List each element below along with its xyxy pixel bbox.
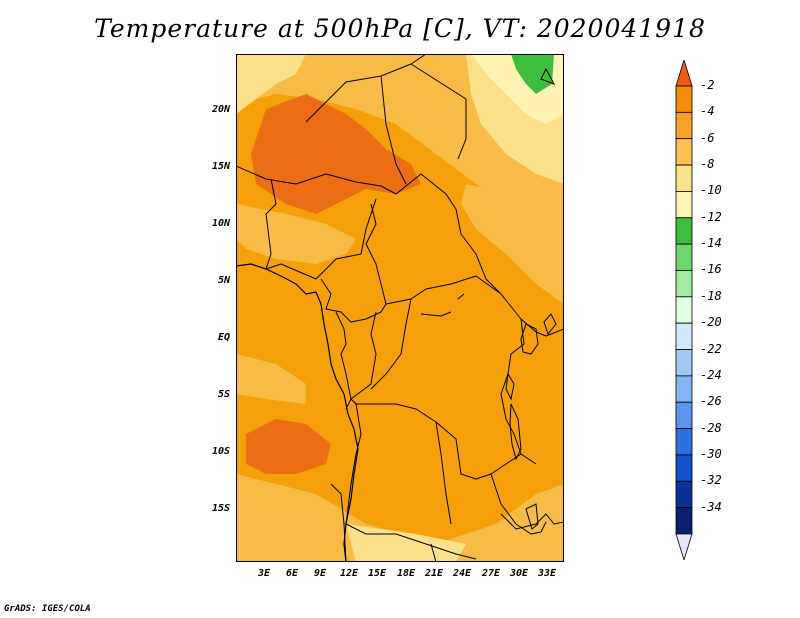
lat-tick-label: 15N <box>211 161 230 172</box>
lat-tick-label: 10N <box>211 218 230 229</box>
colorbar-tick-label: -4 <box>700 104 715 119</box>
lon-tick-label: 27E <box>481 568 501 579</box>
lat-tick-label: 5S <box>217 389 230 400</box>
lat-tick-label: EQ <box>217 332 230 343</box>
colorbar-tick-label: -34 <box>700 499 722 514</box>
map-frame <box>236 54 564 562</box>
colorbar-tick-label: -18 <box>700 288 722 303</box>
lat-tick-label: 5N <box>217 275 230 286</box>
colorbar-tick-label: -24 <box>700 367 722 382</box>
colorbar-tick-label: -12 <box>700 209 722 224</box>
coastline <box>236 263 359 562</box>
colorbar-box <box>675 270 693 298</box>
colorbar-tick-label: -16 <box>700 262 722 277</box>
colorbar-top-triangle <box>675 60 693 87</box>
colorbar-box <box>675 480 693 509</box>
colorbar-box <box>675 111 693 140</box>
field-ne-green <box>511 54 554 94</box>
credit-text: GrADS: IGES/COLA <box>4 604 91 614</box>
colorbar-box <box>675 375 693 403</box>
colorbar-tick-label: -20 <box>700 315 722 330</box>
lon-tick-label: 15E <box>367 568 387 579</box>
colorbar-box <box>675 296 693 324</box>
lon-tick-label: 9E <box>313 568 327 579</box>
colorbar-box <box>675 217 693 245</box>
colorbar-box <box>675 164 693 192</box>
lat-tick-label: 20N <box>211 104 230 115</box>
colorbar-box <box>675 243 693 271</box>
lat-tick-label: 10S <box>211 446 230 457</box>
lakes <box>420 67 557 530</box>
field-east-light <box>461 184 564 304</box>
colorbar-tick-label: -30 <box>700 446 722 461</box>
colorbar-box <box>675 138 693 166</box>
colorbar-tick-label: -2 <box>700 78 715 92</box>
lon-tick-label: 12E <box>339 568 359 579</box>
field-sw-light <box>236 354 306 404</box>
lon-tick-label: 21E <box>424 568 444 579</box>
colorbar-box <box>675 401 693 429</box>
lat-tick-label: 15S <box>211 503 230 514</box>
lon-tick-label: 3E <box>257 568 271 579</box>
colorbar-box <box>675 191 693 219</box>
lon-tick-label: 33E <box>537 568 557 579</box>
temperature-map <box>236 54 564 562</box>
colorbar-tick-label: -28 <box>700 420 722 435</box>
field-south-light <box>236 474 564 562</box>
colorbar-box <box>675 85 693 113</box>
colorbar-box <box>675 322 693 350</box>
lon-tick-label: 18E <box>396 568 416 579</box>
colorbar-box <box>675 507 693 535</box>
lon-tick-label: 24E <box>452 568 472 579</box>
colorbar-tick-label: -6 <box>700 130 715 145</box>
colorbar-tick-label: -22 <box>700 341 722 356</box>
field-north-pale <box>236 54 306 114</box>
colorbar-bottom-triangle <box>675 533 693 560</box>
colorbar-box <box>675 454 693 482</box>
colorbar <box>675 60 693 560</box>
colorbar-box <box>675 428 693 456</box>
colorbar-tick-label: -32 <box>700 473 722 488</box>
lon-tick-label: 6E <box>285 568 299 579</box>
chart-title: Temperature at 500hPa [C], VT: 202004191… <box>94 14 706 43</box>
field-warm-core-south <box>246 419 331 474</box>
field-sahel-light <box>236 204 356 264</box>
colorbar-box <box>675 349 693 377</box>
colorbar-tick-label: -14 <box>700 236 722 251</box>
colorbar-tick-label: -8 <box>700 157 715 172</box>
colorbar-tick-label: -10 <box>700 183 722 198</box>
colorbar-tick-label: -26 <box>700 394 722 409</box>
lon-tick-label: 30E <box>509 568 529 579</box>
